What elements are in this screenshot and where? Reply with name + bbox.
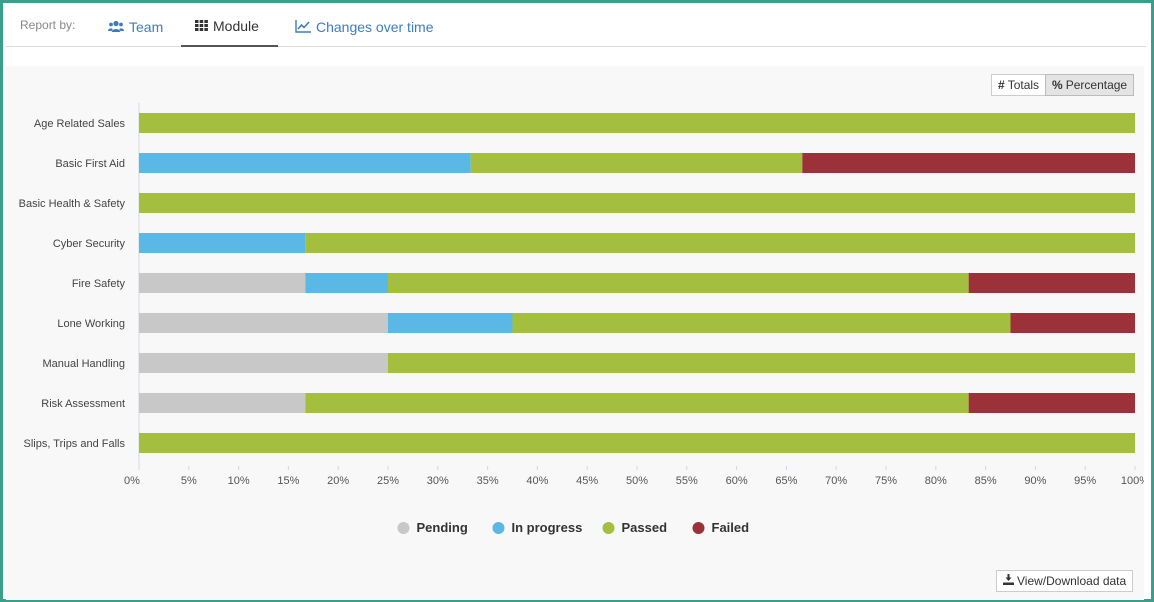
chart-panel: # Totals % Percentage Age Related Sales B…	[6, 66, 1144, 600]
legend-marker	[602, 522, 615, 534]
view-download-button[interactable]: View/Download data	[996, 570, 1134, 592]
x-tick-label: 80%	[925, 475, 947, 487]
x-tick-label: 10%	[228, 475, 250, 487]
bar-segment	[802, 153, 1135, 173]
bar-segment	[139, 433, 1135, 453]
x-tick-label: 30%	[427, 475, 449, 487]
users-icon	[108, 20, 124, 33]
bar-segment	[388, 353, 1135, 373]
view-download-label: View/Download data	[1017, 574, 1127, 588]
percent-icon: %	[1052, 78, 1063, 92]
percentage-label: Percentage	[1065, 78, 1128, 92]
category-label: Manual Handling	[42, 358, 125, 370]
report-by-label: Report by:	[20, 18, 76, 32]
x-tick-label: 45%	[576, 475, 598, 487]
category-label: Basic Health & Safety	[19, 198, 126, 210]
tab-changes-label: Changes over time	[316, 18, 434, 35]
tab-team-label: Team	[129, 18, 164, 35]
category-label: Risk Assessment	[41, 398, 125, 410]
category-label: Fire Safety	[72, 278, 126, 290]
bar-segment	[139, 393, 306, 413]
grid-icon	[195, 20, 208, 31]
x-tick-label: 50%	[626, 475, 648, 487]
bar-segment	[305, 233, 1135, 253]
x-tick-label: 90%	[1024, 475, 1046, 487]
x-tick-label: 0%	[124, 475, 140, 487]
report-tabs: Report by: Team	[6, 6, 1146, 47]
tab-changes-over-time[interactable]: Changes over time	[281, 6, 448, 47]
category-label: Lone Working	[57, 318, 125, 330]
legend-label: Passed	[622, 520, 668, 535]
x-tick-label: 85%	[975, 475, 997, 487]
bar-segment	[139, 313, 388, 333]
bar-segment	[139, 353, 388, 373]
x-tick-label: 75%	[875, 475, 897, 487]
totals-button[interactable]: # Totals	[991, 74, 1047, 96]
bar-segment	[388, 313, 513, 333]
bar-segment	[388, 273, 969, 293]
category-label: Cyber Security	[53, 238, 126, 250]
line-chart-icon	[295, 20, 311, 33]
bar-segment	[139, 193, 1135, 213]
legend-marker	[397, 522, 410, 534]
legend-label: In progress	[512, 520, 583, 535]
x-tick-label: 55%	[676, 475, 698, 487]
tab-module[interactable]: Module	[181, 6, 278, 47]
x-tick-label: 20%	[327, 475, 349, 487]
x-tick-label: 35%	[477, 475, 499, 487]
x-tick-label: 65%	[775, 475, 797, 487]
tab-team[interactable]: Team	[94, 6, 177, 47]
bar-segment	[1010, 313, 1135, 333]
view-toggle: # Totals % Percentage	[991, 74, 1135, 96]
x-tick-label: 40%	[526, 475, 548, 487]
category-label: Slips, Trips and Falls	[24, 438, 126, 450]
bar-segment	[139, 233, 306, 253]
download-icon	[1003, 574, 1014, 588]
legend-label: Failed	[712, 520, 750, 535]
legend-marker	[492, 522, 505, 534]
x-tick-label: 25%	[377, 475, 399, 487]
bar-segment	[305, 393, 969, 413]
bar-segment	[139, 273, 306, 293]
percentage-button[interactable]: % Percentage	[1045, 74, 1135, 96]
bar-segment	[305, 273, 388, 293]
x-tick-label: 5%	[181, 475, 197, 487]
bar-segment	[470, 153, 803, 173]
stacked-bar-chart: Age Related Sales Basic First Aid Basic He…	[19, 103, 1144, 535]
bar-segment	[968, 393, 1135, 413]
tab-module-label: Module	[213, 17, 259, 34]
x-tick-label: 70%	[825, 475, 847, 487]
hash-icon: #	[998, 78, 1005, 92]
category-label: Age Related Sales	[34, 118, 126, 130]
bar-segment	[512, 313, 1011, 333]
category-label: Basic First Aid	[55, 158, 125, 170]
x-tick-label: 60%	[726, 475, 748, 487]
legend-label: Pending	[417, 520, 468, 535]
bar-segment	[139, 153, 471, 173]
totals-label: Totals	[1007, 78, 1040, 92]
x-tick-label: 100%	[1121, 475, 1144, 487]
bar-segment	[139, 113, 1135, 133]
bar-segment	[968, 273, 1135, 293]
x-tick-label: 95%	[1074, 475, 1096, 487]
legend-marker	[692, 522, 705, 534]
x-tick-label: 15%	[277, 475, 299, 487]
